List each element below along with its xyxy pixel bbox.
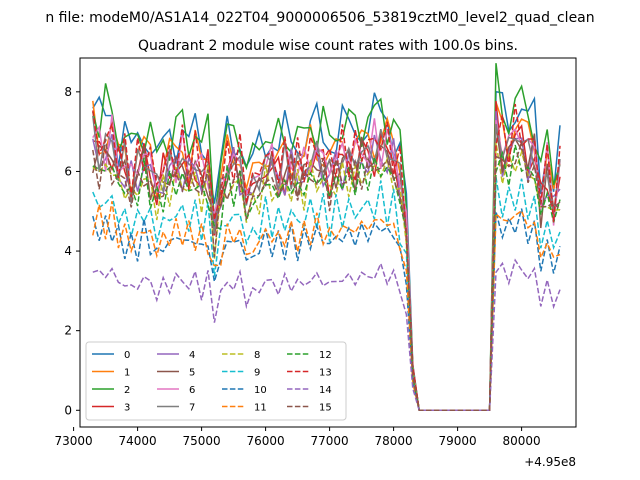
x-tick-label: 77000 — [311, 434, 349, 448]
y-tick-label: 6 — [64, 164, 72, 178]
y-tick-label: 0 — [64, 403, 72, 417]
x-axis: 73000 74000 75000 76000 77000 78000 79000 80000 — [55, 427, 541, 448]
legend-label-11: 11 — [254, 403, 267, 414]
x-tick-label: 73000 — [55, 434, 93, 448]
legend-label-0: 0 — [124, 350, 130, 361]
y-axis: 0 2 4 6 8 — [64, 85, 80, 417]
legend-label-13: 13 — [319, 368, 332, 379]
y-tick-label: 8 — [64, 85, 72, 99]
legend-label-7: 7 — [189, 403, 195, 414]
y-tick-label: 4 — [64, 244, 72, 258]
legend-label-1: 1 — [124, 368, 130, 379]
legend-label-3: 3 — [124, 403, 130, 414]
legend-label-10: 10 — [254, 385, 267, 396]
x-tick-label: 75000 — [183, 434, 221, 448]
legend-label-14: 14 — [319, 385, 332, 396]
x-tick-label: 78000 — [375, 434, 413, 448]
legend-label-6: 6 — [189, 385, 195, 396]
x-tick-label: 80000 — [503, 434, 541, 448]
series-line-15 — [92, 139, 561, 412]
legend-box — [85, 341, 347, 421]
legend-label-4: 4 — [189, 350, 195, 361]
y-tick-label: 2 — [64, 324, 72, 338]
legend-label-12: 12 — [319, 350, 332, 361]
chart-title: Quadrant 2 module wise count rates with … — [138, 38, 518, 54]
legend-label-2: 2 — [124, 385, 130, 396]
legend-label-8: 8 — [254, 350, 260, 361]
legend-label-9: 9 — [254, 368, 260, 379]
x-tick-label: 79000 — [439, 434, 477, 448]
x-offset-label: +4.95e8 — [524, 455, 576, 469]
axes-frame — [79, 57, 577, 428]
legend-label-15: 15 — [319, 403, 332, 414]
plot-lines — [92, 63, 561, 412]
x-tick-label: 74000 — [119, 434, 157, 448]
x-tick-label: 76000 — [247, 434, 285, 448]
figure-suptitle: n file: modeM0/AS1A14_022T04_9000006506_… — [45, 10, 594, 26]
legend-label-5: 5 — [189, 368, 195, 379]
